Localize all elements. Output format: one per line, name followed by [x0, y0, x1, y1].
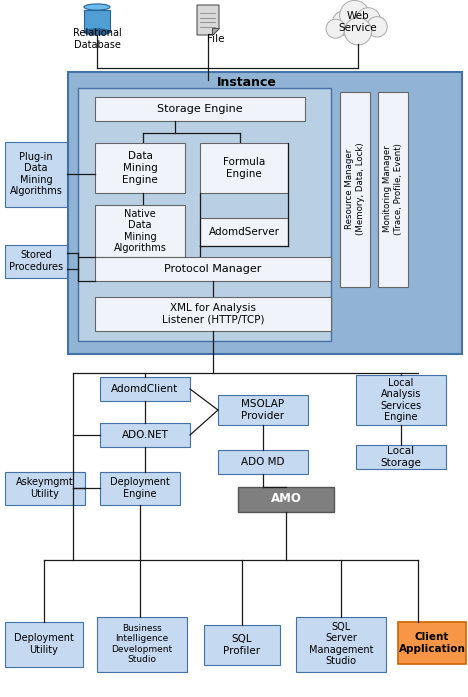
Bar — [340, 92, 370, 287]
Bar — [100, 423, 190, 447]
Polygon shape — [197, 5, 219, 35]
Bar — [84, 10, 110, 32]
Bar — [218, 395, 308, 425]
Text: Askeymgmt
Utility: Askeymgmt Utility — [16, 477, 74, 499]
Bar — [398, 622, 466, 664]
Bar — [95, 257, 331, 281]
Bar — [97, 617, 187, 672]
Ellipse shape — [84, 29, 110, 35]
Bar — [78, 88, 331, 341]
Text: Stored
Procedures: Stored Procedures — [9, 250, 63, 272]
Text: ADO MD: ADO MD — [241, 457, 285, 467]
Bar — [200, 218, 288, 246]
Bar — [100, 472, 180, 505]
Text: Client
Application: Client Application — [399, 632, 466, 654]
Bar — [68, 72, 462, 354]
Bar — [204, 625, 280, 665]
Bar — [95, 297, 331, 331]
Text: Monitoring Manager
(Trace, Profile, Event): Monitoring Manager (Trace, Profile, Even… — [383, 143, 402, 235]
Bar — [5, 245, 67, 278]
Bar — [238, 487, 334, 512]
Bar — [5, 472, 85, 505]
Circle shape — [326, 20, 345, 38]
Text: AMO: AMO — [271, 493, 301, 505]
Bar — [95, 143, 185, 193]
Bar — [95, 97, 305, 121]
Text: Native
Data
Mining
Algorithms: Native Data Mining Algorithms — [114, 208, 167, 254]
Circle shape — [344, 17, 372, 45]
Text: Deployment
Engine: Deployment Engine — [110, 477, 170, 499]
Text: SQL
Profiler: SQL Profiler — [223, 634, 261, 656]
Text: Relational
Database: Relational Database — [73, 28, 121, 49]
Circle shape — [332, 10, 357, 36]
Text: Web
Service: Web Service — [339, 11, 377, 33]
Bar — [356, 445, 446, 469]
Circle shape — [367, 17, 387, 37]
Bar — [5, 142, 67, 207]
Text: SQL
Server
Management
Studio: SQL Server Management Studio — [309, 622, 373, 666]
Bar — [218, 450, 308, 474]
Text: Deployment
Utility: Deployment Utility — [14, 633, 74, 654]
Text: XML for Analysis
Listener (HTTP/TCP): XML for Analysis Listener (HTTP/TCP) — [162, 303, 264, 325]
Text: Formula
Engine: Formula Engine — [223, 158, 265, 179]
Ellipse shape — [84, 4, 110, 10]
Text: Local
Analysis
Services
Engine: Local Analysis Services Engine — [380, 378, 422, 422]
Text: Storage Engine: Storage Engine — [157, 104, 243, 114]
Bar — [5, 622, 83, 667]
Bar — [95, 205, 185, 257]
Text: AdomdClient: AdomdClient — [111, 384, 179, 394]
Bar — [296, 617, 386, 672]
Text: Business
Intelligence
Development
Studio: Business Intelligence Development Studio — [111, 624, 173, 664]
Text: Instance: Instance — [217, 75, 277, 89]
Bar — [200, 143, 288, 193]
Bar — [100, 377, 190, 401]
Text: Data
Mining
Engine: Data Mining Engine — [122, 151, 158, 185]
Bar — [378, 92, 408, 287]
Text: ADO.NET: ADO.NET — [122, 430, 168, 440]
Text: Local
Storage: Local Storage — [380, 446, 422, 468]
Polygon shape — [212, 28, 219, 35]
Text: File: File — [207, 34, 225, 44]
Text: AdomdServer: AdomdServer — [209, 227, 279, 237]
Circle shape — [340, 1, 370, 31]
Text: Resource Manager
(Memory, Data, Lock): Resource Manager (Memory, Data, Lock) — [345, 143, 365, 236]
Text: MSOLAP
Provider: MSOLAP Provider — [241, 399, 285, 421]
Bar — [356, 375, 446, 425]
Text: Plug-in
Data
Mining
Algorithms: Plug-in Data Mining Algorithms — [9, 152, 62, 197]
Circle shape — [356, 8, 380, 32]
Text: Protocol Manager: Protocol Manager — [164, 264, 262, 274]
